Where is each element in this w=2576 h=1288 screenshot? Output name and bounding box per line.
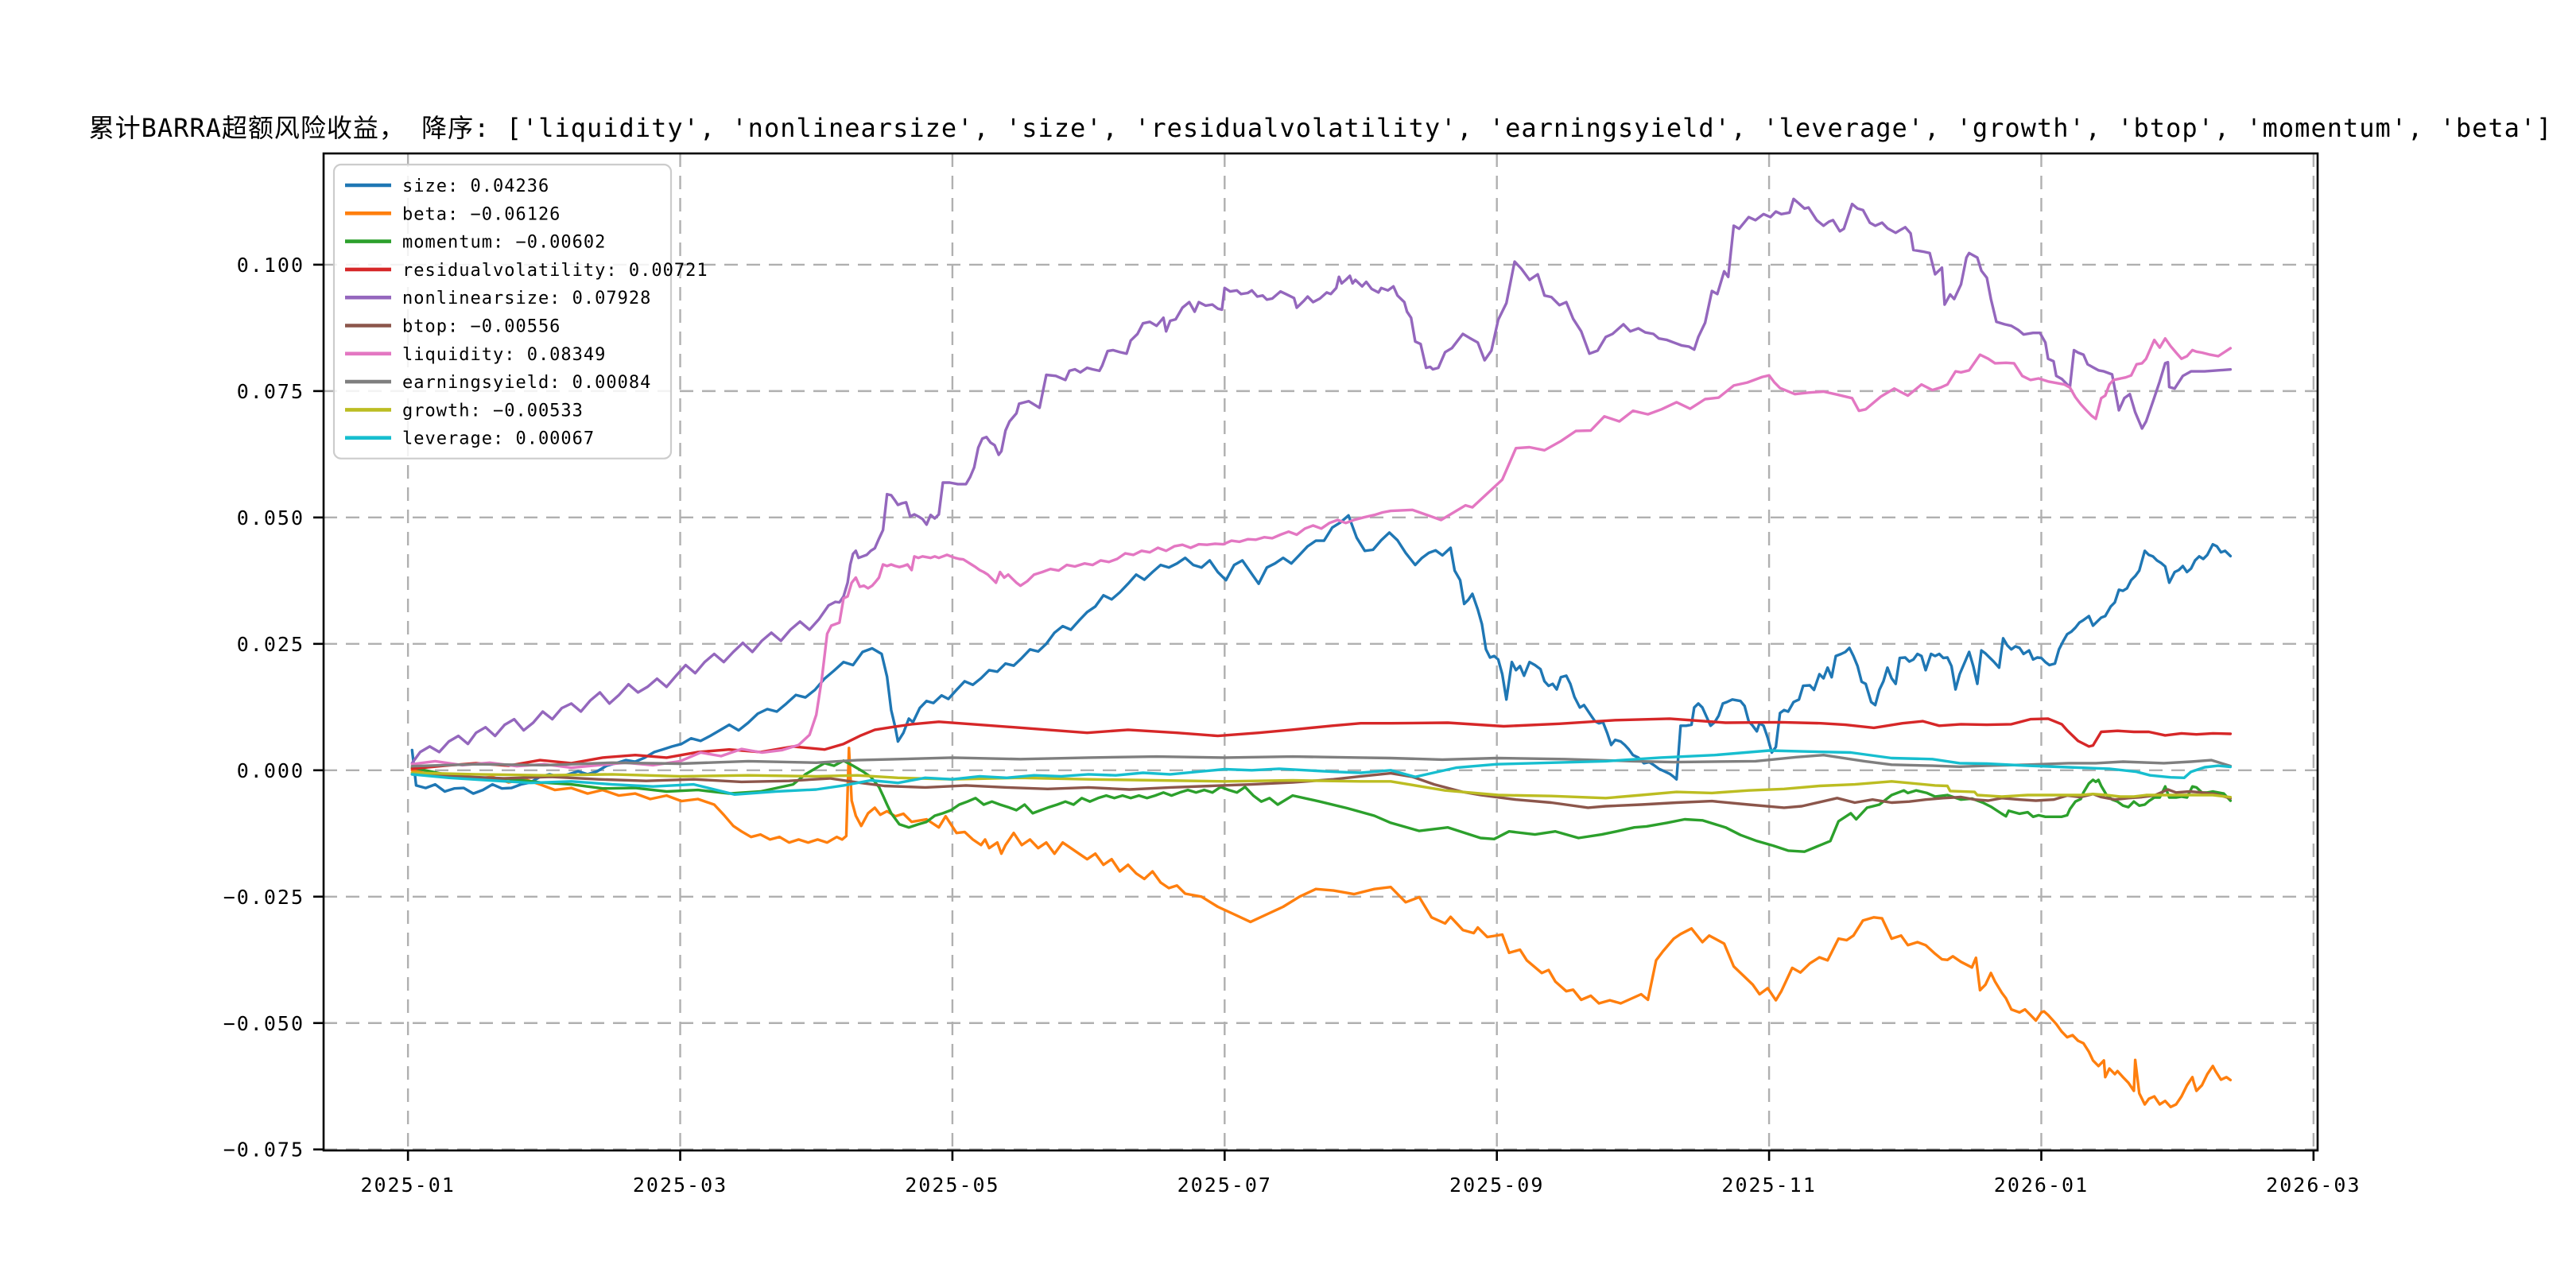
y-tick-label: 0.075 xyxy=(237,380,305,403)
series-line-size xyxy=(410,514,2233,795)
legend-label-btop: btop: −0.00556 xyxy=(402,317,561,337)
axis-ticks-and-labels: 2025-01 2025-03 2025-05 2025-07 2025-09 2025-… xyxy=(223,254,2361,1197)
x-tick-label: 2026-03 xyxy=(2266,1174,2361,1197)
y-tick-label: 0.025 xyxy=(237,633,305,656)
legend-item-size: size: 0.04236 xyxy=(345,177,549,196)
legend-item-btop: btop: −0.00556 xyxy=(345,317,561,337)
series-line-momentum xyxy=(410,759,2233,853)
y-tick-label: 0.000 xyxy=(237,759,305,782)
legend-item-nonlinearsize: nonlinearsize: 0.07928 xyxy=(345,289,651,308)
legend-box: size: 0.04236 beta: −0.06126 momentum: −0.… xyxy=(332,163,708,460)
y-tick-label: 0.100 xyxy=(237,254,305,277)
legend-label-residualvolatility: residualvolatility: 0.00721 xyxy=(402,261,708,281)
series-line-liquidity xyxy=(410,337,2233,770)
x-tick-label: 2025-07 xyxy=(1177,1174,1272,1197)
legend-label-leverage: leverage: 0.00067 xyxy=(402,429,595,449)
legend-label-size: size: 0.04236 xyxy=(402,177,549,196)
plot-border xyxy=(322,152,2319,1152)
legend-label-nonlinearsize: nonlinearsize: 0.07928 xyxy=(402,289,651,308)
legend-item-momentum: momentum: −0.00602 xyxy=(345,233,606,253)
y-tick-label: −0.025 xyxy=(223,886,305,909)
series-line-residualvolatility xyxy=(410,717,2233,770)
y-tick-label: −0.050 xyxy=(223,1012,305,1035)
x-tick-label: 2026-01 xyxy=(1994,1174,2089,1197)
axes-frame xyxy=(322,152,2319,1152)
x-tick-label: 2025-01 xyxy=(360,1174,455,1197)
legend-item-beta: beta: −0.06126 xyxy=(345,204,561,224)
x-tick-label: 2025-05 xyxy=(905,1174,999,1197)
grid-lines xyxy=(324,153,2318,1150)
series-line-growth xyxy=(410,771,2233,800)
legend-label-growth: growth: −0.00533 xyxy=(402,401,584,421)
legend-item-liquidity: liquidity: 0.08349 xyxy=(345,345,606,365)
legend-label-liquidity: liquidity: 0.08349 xyxy=(402,345,606,365)
legend-item-leverage: leverage: 0.00067 xyxy=(345,429,595,449)
x-tick-label: 2025-03 xyxy=(633,1174,727,1197)
series-line-leverage xyxy=(410,749,2233,796)
legend-background xyxy=(332,163,673,460)
legend-item-earningsyield: earningsyield: 0.00084 xyxy=(345,373,651,393)
chart-title: 累计BARRA超额风险收益， 降序: ['liquidity', 'nonlin… xyxy=(89,113,2553,143)
series-line-beta xyxy=(410,747,2233,1109)
series-line-earningsyield xyxy=(410,754,2233,768)
data-series-lines xyxy=(410,197,2233,1109)
x-tick-label: 2025-11 xyxy=(1721,1174,1816,1197)
legend-label-earningsyield: earningsyield: 0.00084 xyxy=(402,373,651,393)
legend-label-beta: beta: −0.06126 xyxy=(402,204,561,224)
y-tick-label: 0.050 xyxy=(237,506,305,530)
legend-label-momentum: momentum: −0.00602 xyxy=(402,233,606,253)
y-tick-label: −0.075 xyxy=(223,1139,305,1162)
legend-item-residualvolatility: residualvolatility: 0.00721 xyxy=(345,261,708,281)
x-tick-label: 2025-09 xyxy=(1449,1174,1544,1197)
series-line-nonlinearsize xyxy=(410,197,2233,765)
legend-item-growth: growth: −0.00533 xyxy=(345,401,584,421)
